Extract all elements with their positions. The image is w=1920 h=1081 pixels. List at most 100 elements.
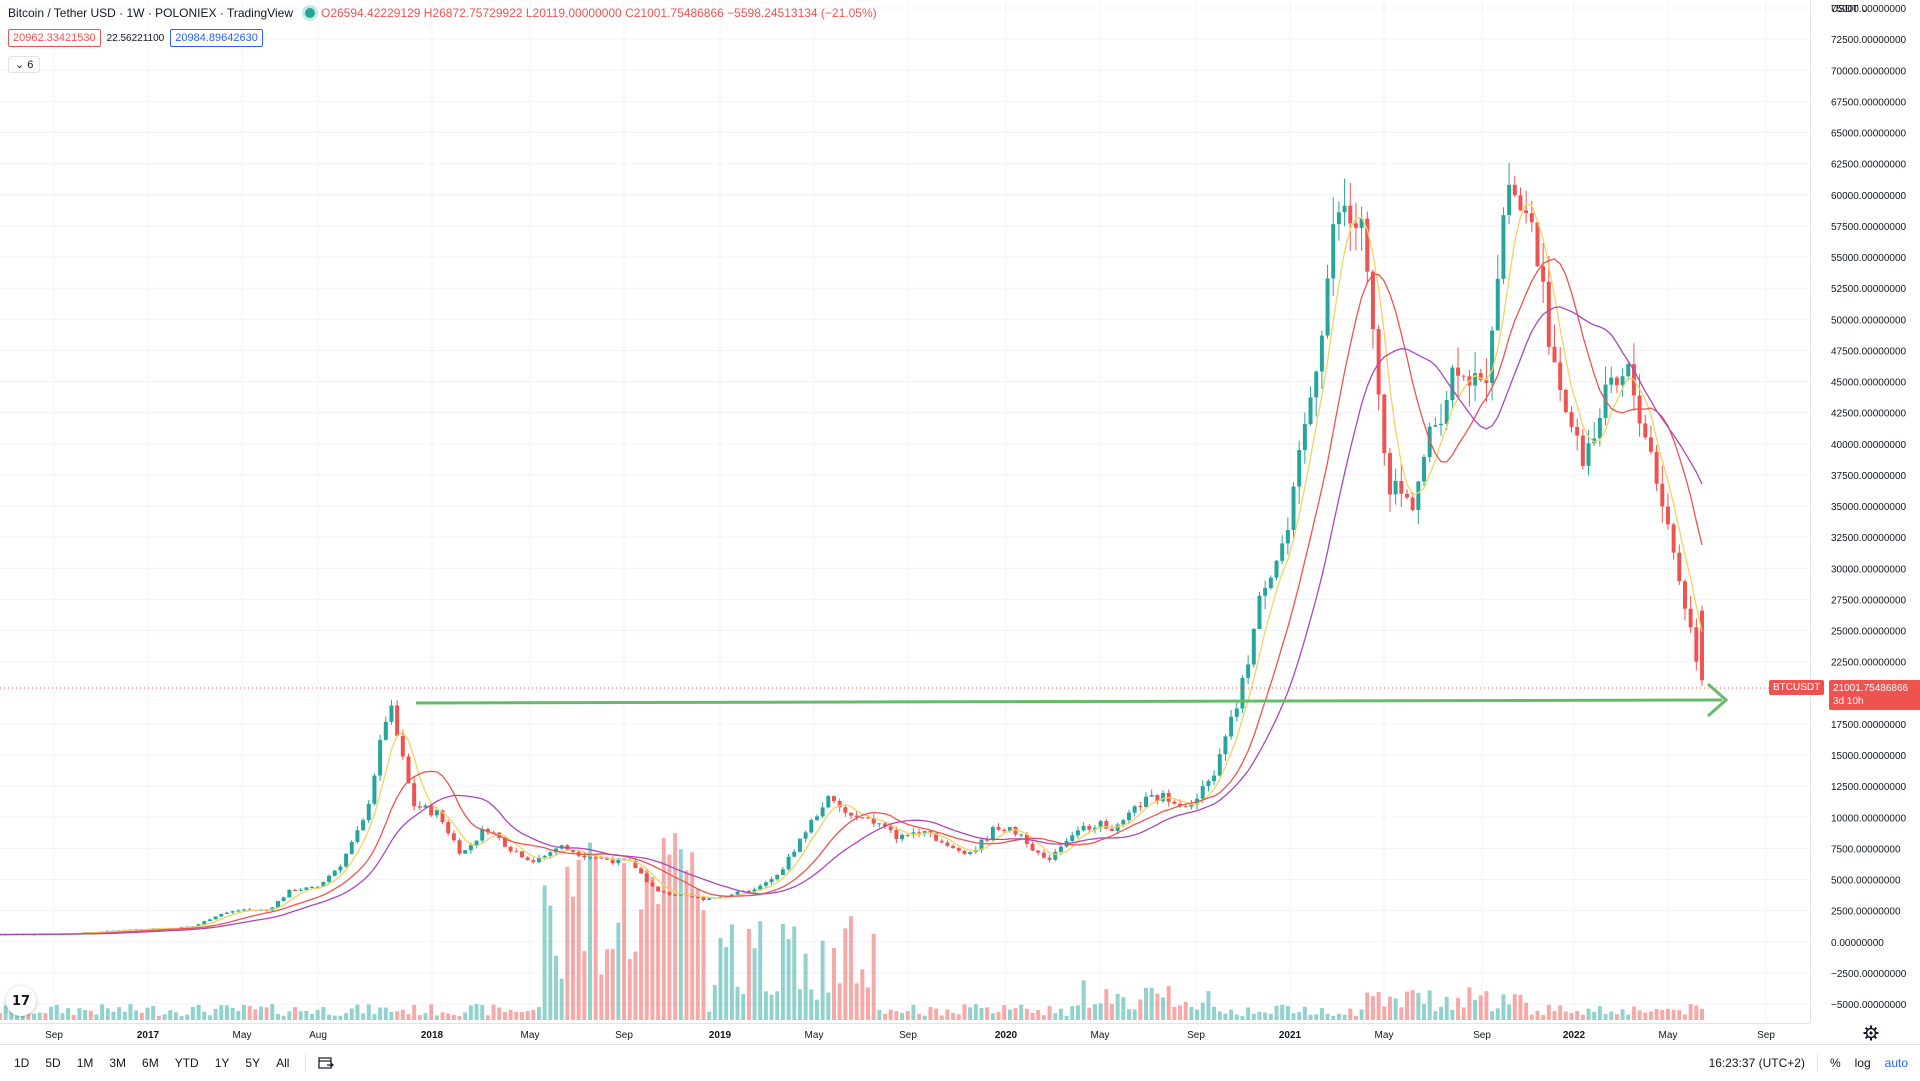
range-button-1y[interactable]: 1Y [214,1056,230,1070]
range-button-ytd[interactable]: YTD [174,1056,199,1070]
candle-body [457,840,462,854]
candle-body [536,857,541,863]
volume-bar [1569,1012,1574,1020]
volume-bar [321,1007,326,1020]
candle-body [304,887,309,890]
price-chart[interactable] [0,0,1810,1023]
volume-bar [457,1015,462,1020]
price-tick-label: 7500.00000000 [1831,844,1901,855]
market-status-dot [305,8,315,18]
volume-bar [1700,1008,1704,1020]
volume-bar [190,1006,195,1020]
goto-date-button[interactable] [318,1056,335,1070]
volume-bar [1552,1010,1557,1020]
candle-body [1700,610,1704,681]
volume-bar [1229,1009,1234,1020]
currency-selector[interactable]: USDT ⌄ [1831,4,1869,15]
range-button-all[interactable]: All [276,1056,290,1070]
symbol-title[interactable]: Bitcoin / Tether USD · 1W · POLONIEX · T… [8,6,293,20]
volume-bar [1495,1008,1500,1020]
volume-bar [934,1008,939,1020]
volume-bar [1524,1002,1529,1020]
clock-timezone[interactable]: 16:23:37 (UTC+2) [1708,1056,1805,1070]
candle-body [372,775,377,804]
candle-body [514,851,519,853]
ohlc-values: O26594.42229129 H26872.75729922 L20119.0… [321,6,877,20]
volume-bar [105,1008,110,1020]
volume-bar [429,1004,434,1020]
candle-body [1087,825,1092,830]
chart-settings-button[interactable] [1856,1023,1886,1043]
volume-bar [814,999,819,1020]
volume-bar [1490,1011,1495,1020]
candle-body [673,894,678,896]
volume-bar [905,1011,910,1020]
volume-bar [554,955,558,1020]
volume-bar [735,986,740,1020]
candle-body [1342,205,1347,213]
candle-body [468,845,473,851]
candle-body [1586,443,1591,466]
currency-label: USDT [1831,4,1859,15]
percent-scale-toggle[interactable]: % [1829,1056,1841,1070]
candle-body [1081,825,1086,831]
auto-scale-toggle[interactable]: auto [1884,1056,1908,1070]
range-button-5y[interactable]: 5Y [245,1056,261,1070]
price-axis[interactable]: USDT ⌄ 75000.00000000 72500.00000000 70000… [1769,0,1920,1023]
volume-bar [945,1009,950,1020]
range-button-6m[interactable]: 6M [142,1056,159,1070]
candle-body [939,840,944,843]
volume-bar [605,949,610,1020]
range-button-1d[interactable]: 1D [14,1056,30,1070]
candle-body [883,823,888,827]
candle-body [531,860,536,863]
range-button-1m[interactable]: 1M [76,1056,94,1070]
volume-bar [1439,1006,1444,1020]
candle-body [395,705,400,736]
range-button-5d[interactable]: 5D [45,1056,61,1070]
price-tick-label: 40000.00000000 [1831,440,1907,451]
tradingview-logo[interactable]: 17 [6,986,36,1016]
volume-bar [1648,1011,1653,1020]
candle-body [1263,588,1268,596]
volume-bar [1665,1008,1670,1020]
indicator-value-1: 20962.33421530 [8,29,101,47]
volume-bar [213,1008,218,1020]
chart-area[interactable]: Bitcoin / Tether USD · 1W · POLONIEX · T… [0,0,1810,1023]
volume-bar [1240,1015,1245,1020]
volume-bar [542,885,547,1020]
log-scale-toggle[interactable]: log [1854,1056,1871,1070]
volume-bar [951,1013,956,1020]
volume-bar [1473,999,1478,1020]
candle-body [321,881,326,887]
range-button-3m[interactable]: 3M [109,1056,127,1070]
candle-body [735,891,740,895]
volume-bar [849,916,853,1020]
bottom-toolbar: 1D 5D 1M 3M 6M YTD 1Y 5Y All 16:23:37 (UTC+2) % … [0,1044,1920,1081]
volume-bar [973,1004,978,1020]
moving-averages [0,202,1703,936]
support-trendline[interactable] [415,682,1729,718]
candle-body [1478,373,1483,381]
bar-countdown: 3d 10h [1833,696,1864,707]
time-axis[interactable]: Sep 2017 May Aug 2018 May Sep 2019 May Sep 2020 May… [0,1023,1810,1044]
candle-body [554,848,558,853]
volume-bar [939,1015,944,1020]
candle-body [1541,266,1546,282]
volume-bar [366,1004,371,1020]
volume-bar [434,1015,439,1020]
volume-bar [1183,1001,1188,1020]
volume-bar [900,1012,905,1020]
legend-collapse-button[interactable]: ⌄ 6 [8,56,41,73]
candle-body [1058,846,1063,852]
candle-body [1189,804,1194,807]
volume-bar [1444,996,1449,1020]
time-tick-label: 2021 [1279,1030,1302,1041]
candle-body [293,889,297,891]
candle-body [1393,480,1398,495]
candle-body [871,817,876,824]
volume-bar [1212,1006,1217,1020]
candle-body [1359,218,1364,228]
time-tick-label: 2017 [137,1030,160,1041]
candle-body [1183,806,1188,808]
